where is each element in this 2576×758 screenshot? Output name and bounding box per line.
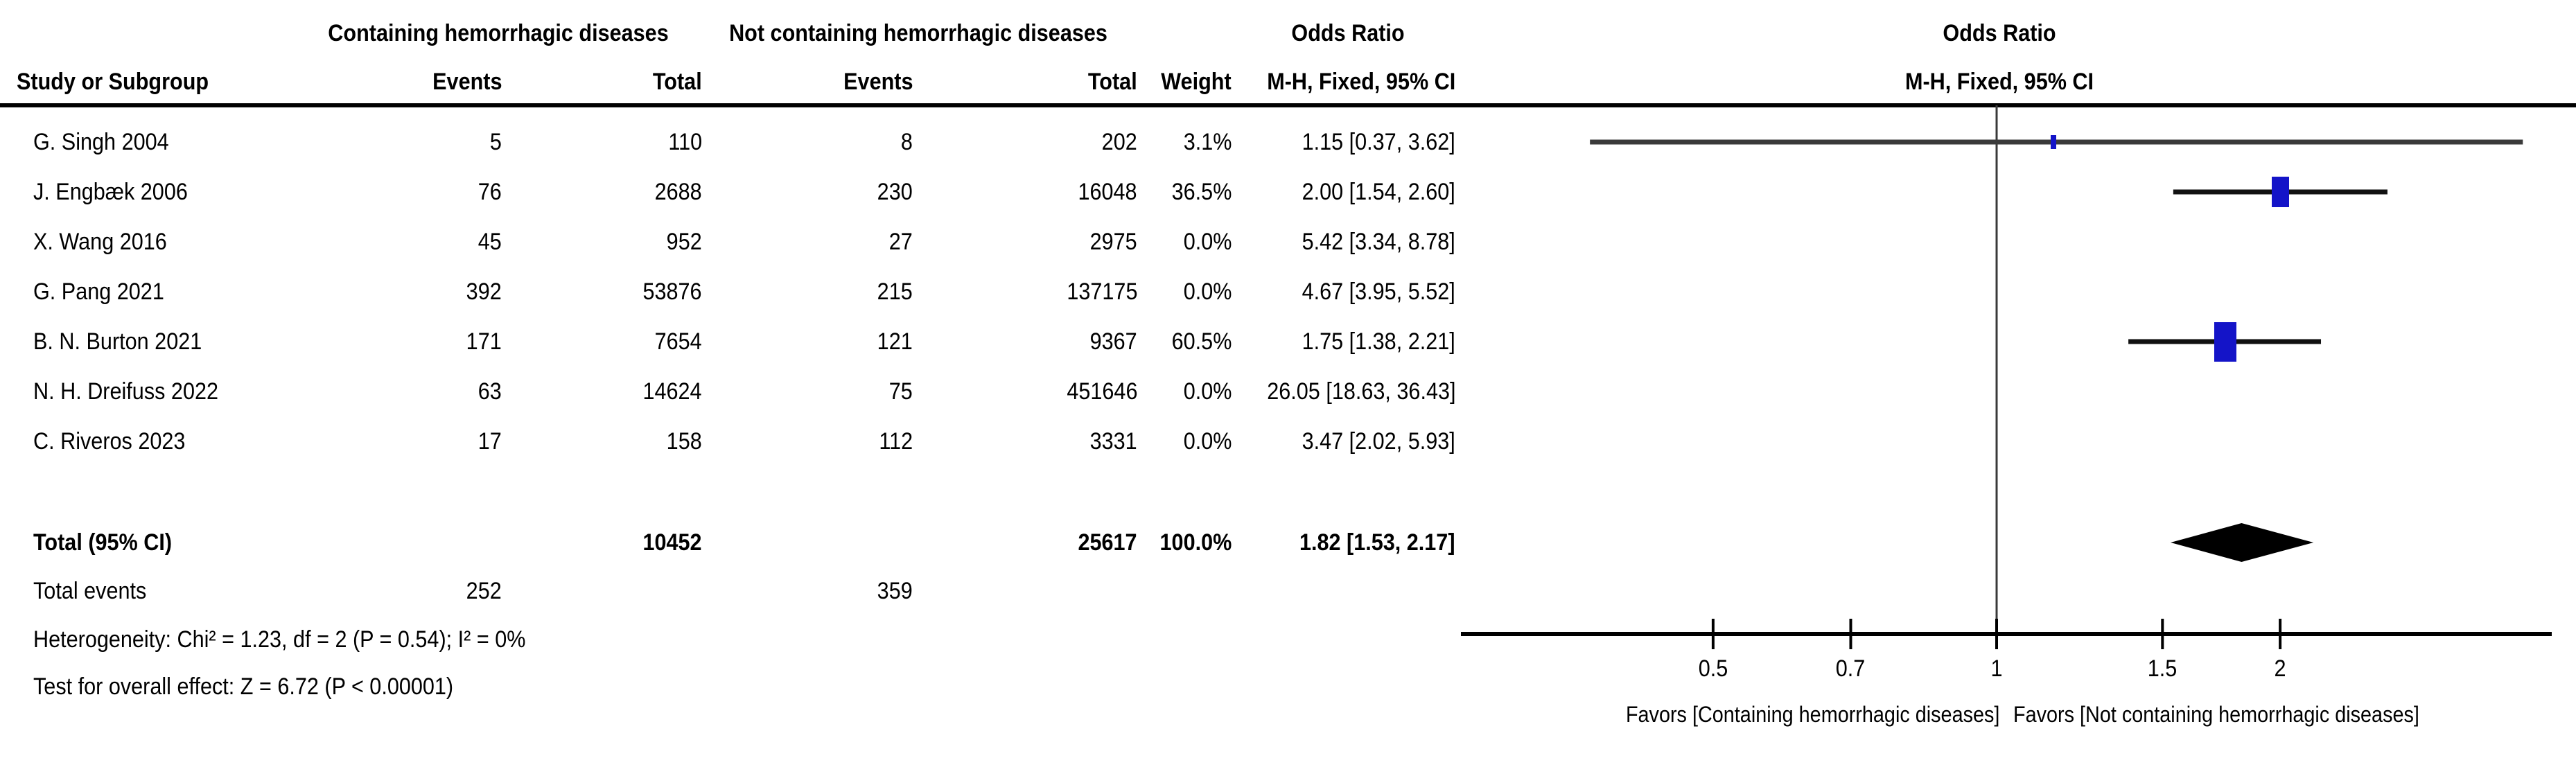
weight-cell: 0.0%	[1183, 378, 1232, 405]
total1-cell: 7654	[654, 328, 702, 355]
favors-left-label: Favors [Containing hemorrhagic diseases]	[1625, 702, 1999, 727]
group2-header: Not containing hemorrhagic diseases	[729, 20, 1107, 46]
or-ci-cell: 5.42 [3.34, 8.78]	[1302, 229, 1455, 255]
total2-sum-cell: 25617	[1078, 529, 1137, 556]
total2-cell: 202	[1101, 129, 1137, 155]
events1-cell: 5	[489, 129, 502, 155]
total2-cell: 451646	[1066, 378, 1137, 405]
total2-column-header: Total	[1088, 69, 1137, 95]
or-ci-column-header: M-H, Fixed, 95% CI	[1266, 69, 1455, 95]
weight-cell: 60.5%	[1171, 328, 1232, 355]
or-ci-cell: 4.67 [3.95, 5.52]	[1302, 279, 1455, 305]
total2-cell: 3331	[1089, 428, 1137, 455]
group1-header: Containing hemorrhagic diseases	[328, 20, 669, 46]
total1-cell: 53876	[642, 279, 702, 305]
weight-cell: 0.0%	[1183, 428, 1232, 455]
tick-label: 0.5	[1698, 655, 1728, 682]
total1-cell: 2688	[654, 179, 702, 205]
header-underline	[0, 103, 2576, 107]
study-name: N. H. Dreifuss 2022	[33, 378, 219, 405]
events2-cell: 230	[877, 179, 913, 205]
total-label: Total (95% CI)	[33, 529, 173, 556]
events1-cell: 171	[466, 328, 502, 355]
events1-cell: 76	[477, 179, 502, 205]
events2-cell: 75	[888, 378, 913, 405]
study-name: J. Engbæk 2006	[33, 179, 188, 205]
or-ci-cell: 26.05 [18.63, 36.43]	[1266, 378, 1455, 405]
total-events2-cell: 359	[877, 578, 913, 604]
events1-cell: 45	[477, 229, 502, 255]
plot-title: Odds Ratio	[1943, 20, 2056, 46]
weight-cell: 0.0%	[1183, 229, 1232, 255]
study-name: X. Wang 2016	[33, 229, 167, 255]
total-events-label: Total events	[33, 578, 147, 604]
total-weight-cell: 100.0%	[1159, 529, 1232, 556]
tick-label: 1	[1990, 655, 2003, 682]
total2-cell: 137175	[1066, 279, 1137, 305]
weight-cell: 3.1%	[1183, 129, 1232, 155]
events2-cell: 112	[879, 428, 913, 455]
or-ci-cell: 2.00 [1.54, 2.60]	[1302, 179, 1455, 205]
total2-cell: 9367	[1089, 328, 1137, 355]
plot-subtitle: M-H, Fixed, 95% CI	[1904, 69, 2094, 95]
events2-cell: 8	[900, 129, 913, 155]
or-ci-cell: 1.75 [1.38, 2.21]	[1302, 328, 1455, 355]
events1-cell: 63	[477, 378, 502, 405]
total1-cell: 952	[666, 229, 702, 255]
total-events1-cell: 252	[466, 578, 502, 604]
study-name: G. Pang 2021	[33, 279, 164, 305]
weight-cell: 36.5%	[1171, 179, 1232, 205]
effect-marker	[2051, 135, 2056, 149]
axis-line	[1461, 632, 2552, 636]
total1-cell: 158	[666, 428, 702, 455]
study-name: B. N. Burton 2021	[33, 328, 202, 355]
or-column-header: Odds Ratio	[1291, 20, 1405, 46]
weight-cell: 0.0%	[1183, 279, 1232, 305]
study-column-header: Study or Subgroup	[17, 69, 209, 95]
total-or-ci-cell: 1.82 [1.53, 2.17]	[1299, 529, 1455, 556]
events2-cell: 215	[877, 279, 913, 305]
or-ci-cell: 1.15 [0.37, 3.62]	[1302, 129, 1455, 155]
tick-label: 2	[2274, 655, 2286, 682]
effect-marker	[2272, 177, 2289, 207]
tick-label: 1.5	[2148, 655, 2178, 682]
tick-label: 0.7	[1836, 655, 1866, 682]
study-name: G. Singh 2004	[33, 129, 169, 155]
favors-right-label: Favors [Not containing hemorrhagic disea…	[2013, 702, 2419, 727]
effect-marker	[2214, 322, 2236, 362]
study-name: C. Riveros 2023	[33, 428, 186, 455]
total1-cell: 14624	[642, 378, 702, 405]
total1-column-header: Total	[653, 69, 702, 95]
events1-cell: 392	[466, 279, 502, 305]
heterogeneity-text: Heterogeneity: Chi² = 1.23, df = 2 (P = …	[33, 626, 526, 653]
total1-sum-cell: 10452	[642, 529, 702, 556]
events1-cell: 17	[477, 428, 502, 455]
events2-cell: 121	[877, 328, 913, 355]
total2-cell: 16048	[1078, 179, 1137, 205]
weight-column-header: Weight	[1161, 69, 1232, 95]
pooled-diamond	[2170, 523, 2314, 562]
events1-column-header: Events	[432, 69, 502, 95]
or-ci-cell: 3.47 [2.02, 5.93]	[1302, 428, 1455, 455]
overall-effect-text: Test for overall effect: Z = 6.72 (P < 0…	[33, 673, 454, 700]
events2-cell: 27	[888, 229, 913, 255]
events2-column-header: Events	[843, 69, 913, 95]
total1-cell: 110	[668, 129, 702, 155]
total2-cell: 2975	[1089, 229, 1137, 255]
